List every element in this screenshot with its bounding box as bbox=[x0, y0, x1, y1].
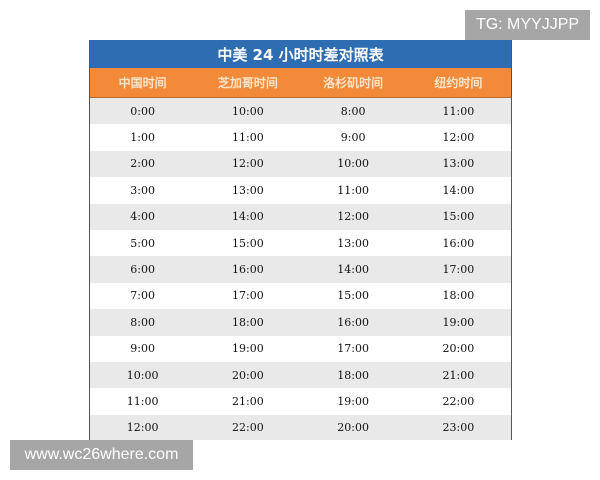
cell-china-time: 5:00 bbox=[130, 236, 155, 250]
cell-china-time: 1:00 bbox=[130, 131, 155, 145]
cell-china-time: 10:00 bbox=[126, 368, 159, 382]
time-difference-table: 中美 24 小时时差对照表 中国时间 芝加哥时间 洛杉矶时间 纽约时间 0:00… bbox=[89, 40, 512, 440]
table-title: 中美 24 小时时差对照表 bbox=[90, 40, 511, 68]
cell-chicago-time: 21:00 bbox=[232, 394, 264, 408]
table-row: 4:00 14:00 12:00 15:00 bbox=[90, 203, 511, 230]
table-row: 2:00 12:00 10:00 13:00 bbox=[90, 150, 511, 178]
cell-los-angeles-time: 13:00 bbox=[337, 236, 369, 250]
cell-los-angeles-time: 9:00 bbox=[340, 131, 366, 145]
cell-new-york-time: 20:00 bbox=[442, 342, 475, 356]
cell-new-york-time: 18:00 bbox=[442, 289, 475, 303]
cell-chicago-time: 16:00 bbox=[232, 263, 264, 277]
cell-new-york-time: 14:00 bbox=[442, 183, 475, 197]
table-row: 9:00 19:00 17:00 20:00 bbox=[90, 335, 511, 362]
cell-china-time: 7:00 bbox=[130, 289, 155, 303]
table-row: 3:00 13:00 11:00 14:00 bbox=[90, 177, 511, 204]
cell-los-angeles-time: 16:00 bbox=[337, 315, 369, 329]
table-row: 11:00 21:00 19:00 22:00 bbox=[90, 388, 511, 415]
cell-chicago-time: 13:00 bbox=[232, 183, 264, 197]
cell-china-time: 2:00 bbox=[130, 157, 155, 171]
cell-new-york-time: 11:00 bbox=[442, 104, 475, 118]
cell-los-angeles-time: 10:00 bbox=[337, 157, 369, 171]
table-body: 0:00 10:00 8:00 11:00 1:00 11:00 9:00 12:00 2:00… bbox=[90, 98, 511, 440]
cell-chicago-time: 17:00 bbox=[232, 289, 264, 303]
cell-china-time: 0:00 bbox=[130, 104, 155, 118]
cell-china-time: 12:00 bbox=[126, 421, 159, 435]
cell-new-york-time: 13:00 bbox=[442, 157, 475, 171]
cell-chicago-time: 15:00 bbox=[232, 236, 264, 250]
cell-los-angeles-time: 15:00 bbox=[337, 289, 369, 303]
cell-los-angeles-time: 8:00 bbox=[340, 104, 366, 118]
header-chicago-time: 芝加哥时间 bbox=[217, 76, 278, 90]
cell-new-york-time: 19:00 bbox=[442, 315, 475, 329]
tg-watermark-label: TG: MYYJJPP bbox=[465, 10, 590, 40]
table-row: 8:00 18:00 16:00 19:00 bbox=[90, 309, 511, 336]
cell-china-time: 11:00 bbox=[126, 394, 159, 408]
cell-chicago-time: 22:00 bbox=[232, 421, 264, 435]
table-row: 5:00 15:00 13:00 16:00 bbox=[90, 229, 511, 257]
cell-new-york-time: 17:00 bbox=[442, 263, 475, 277]
table-row: 12:00 22:00 20:00 23:00 bbox=[90, 414, 511, 440]
table-row: 0:00 10:00 8:00 11:00 bbox=[90, 98, 511, 125]
cell-china-time: 6:00 bbox=[130, 263, 155, 277]
cell-los-angeles-time: 18:00 bbox=[337, 368, 369, 382]
cell-chicago-time: 20:00 bbox=[232, 368, 264, 382]
cell-los-angeles-time: 12:00 bbox=[337, 210, 369, 224]
cell-new-york-time: 21:00 bbox=[442, 368, 475, 382]
cell-new-york-time: 15:00 bbox=[442, 210, 475, 224]
cell-china-time: 9:00 bbox=[130, 342, 155, 356]
table-row: 1:00 11:00 9:00 12:00 bbox=[90, 124, 511, 151]
cell-los-angeles-time: 14:00 bbox=[337, 263, 369, 277]
cell-chicago-time: 19:00 bbox=[232, 342, 264, 356]
cell-los-angeles-time: 19:00 bbox=[337, 394, 369, 408]
table-row: 6:00 16:00 14:00 17:00 bbox=[90, 256, 511, 283]
cell-chicago-time: 18:00 bbox=[232, 315, 264, 329]
cell-chicago-time: 14:00 bbox=[232, 210, 264, 224]
cell-china-time: 3:00 bbox=[130, 183, 155, 197]
header-new-york-time: 纽约时间 bbox=[434, 76, 483, 90]
table-row: 7:00 17:00 15:00 18:00 bbox=[90, 282, 511, 310]
header-los-angeles-time: 洛杉矶时间 bbox=[323, 76, 384, 90]
cell-new-york-time: 23:00 bbox=[442, 421, 475, 435]
header-china-time: 中国时间 bbox=[118, 76, 167, 90]
cell-new-york-time: 12:00 bbox=[442, 131, 475, 145]
table-row: 10:00 20:00 18:00 21:00 bbox=[90, 361, 511, 389]
cell-new-york-time: 22:00 bbox=[442, 394, 475, 408]
site-watermark-label: www.wc26where.com bbox=[10, 440, 193, 470]
cell-chicago-time: 11:00 bbox=[232, 131, 264, 145]
cell-new-york-time: 16:00 bbox=[442, 236, 475, 250]
cell-chicago-time: 12:00 bbox=[232, 157, 264, 171]
cell-china-time: 8:00 bbox=[130, 315, 155, 329]
cell-los-angeles-time: 11:00 bbox=[337, 183, 369, 197]
cell-china-time: 4:00 bbox=[130, 210, 155, 224]
cell-chicago-time: 10:00 bbox=[232, 104, 264, 118]
cell-los-angeles-time: 17:00 bbox=[337, 342, 369, 356]
cell-los-angeles-time: 20:00 bbox=[337, 421, 369, 435]
table-header-row: 中国时间 芝加哥时间 洛杉矶时间 纽约时间 bbox=[90, 68, 511, 98]
